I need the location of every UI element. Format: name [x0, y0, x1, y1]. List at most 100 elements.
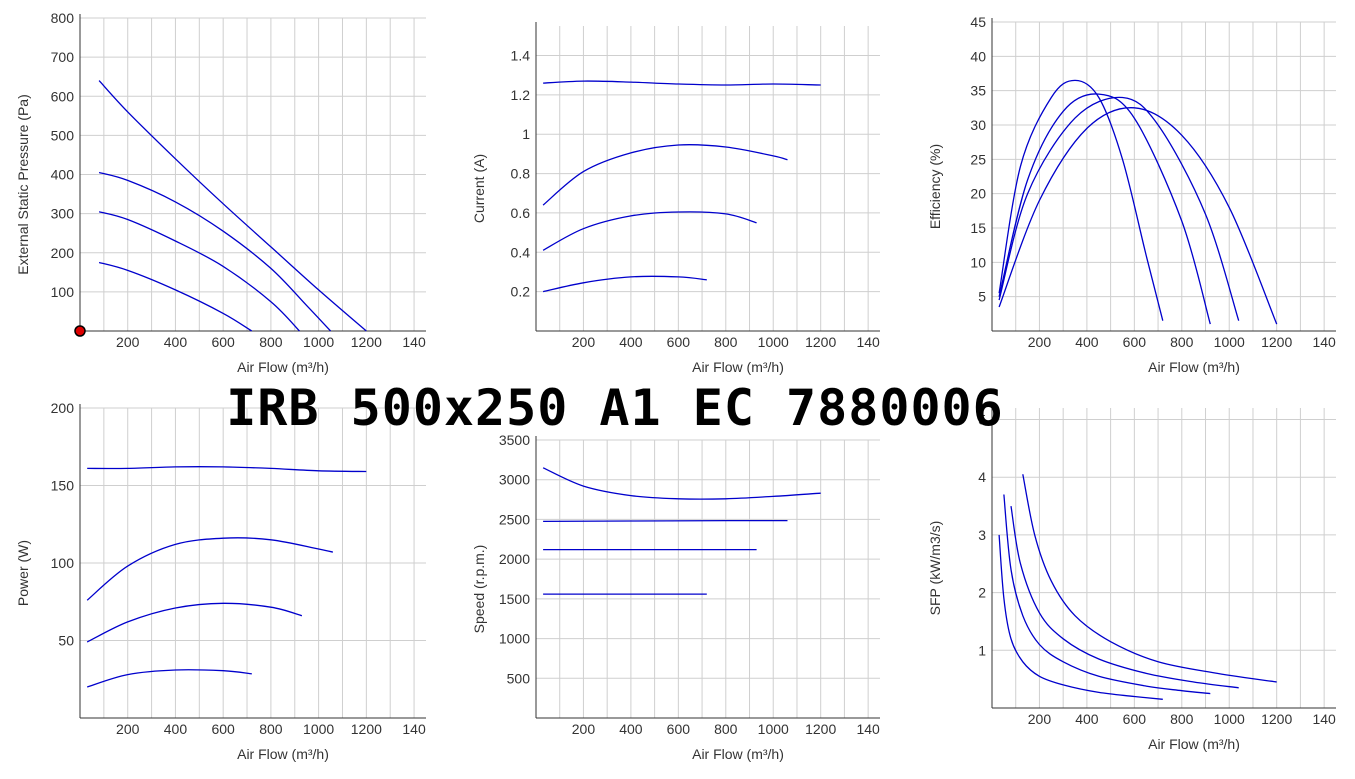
x-tick-label: 400 — [1075, 711, 1099, 727]
x-tick-label: 1000 — [303, 721, 334, 737]
y-tick-label: 500 — [507, 670, 531, 686]
y-tick-label: 2 — [978, 585, 986, 601]
series-line-1 — [998, 79, 1164, 321]
y-tick-label: 1.4 — [511, 48, 531, 64]
x-tick-label: 400 — [164, 721, 188, 737]
x-tick-label: 140 — [402, 334, 426, 350]
x-tick-label: 400 — [619, 721, 643, 737]
x-axis-title: Air Flow (m³/h) — [237, 359, 329, 375]
x-tick-label: 140 — [856, 334, 880, 350]
y-tick-label: 30 — [970, 117, 986, 133]
x-tick-label: 1200 — [805, 721, 836, 737]
x-tick-label: 800 — [714, 721, 738, 737]
series-line-2 — [543, 519, 788, 523]
series-line-3 — [86, 602, 303, 643]
x-tick-label: 400 — [1075, 334, 1099, 350]
x-tick-label: 140 — [856, 721, 880, 737]
x-axis-title: Air Flow (m³/h) — [1148, 359, 1240, 375]
series-line-2 — [542, 144, 788, 206]
y-tick-label: 1000 — [499, 631, 530, 647]
x-tick-label: 1200 — [351, 721, 382, 737]
x-tick-label: 1000 — [303, 334, 334, 350]
series-line-3 — [1010, 505, 1239, 689]
y-tick-label: 800 — [51, 10, 75, 26]
chart-6: 200 400 600 800 1000 1200 140 1 2 3 4 5 Air Flow (m³… — [927, 404, 1336, 752]
operating-point-marker — [74, 325, 86, 337]
x-tick-label: 1200 — [1261, 334, 1292, 350]
y-tick-label: 0.2 — [511, 284, 531, 300]
y-tick-label: 2500 — [499, 511, 530, 527]
x-tick-label: 800 — [1170, 711, 1194, 727]
x-tick-label: 600 — [211, 334, 235, 350]
y-tick-label: 600 — [51, 88, 75, 104]
series-line-4 — [998, 107, 1278, 325]
x-tick-label: 600 — [1123, 711, 1147, 727]
y-tick-label: 50 — [58, 633, 74, 649]
x-tick-label: 600 — [1123, 334, 1147, 350]
series-line-1 — [98, 80, 367, 332]
x-tick-label: 800 — [259, 334, 283, 350]
series-line-1 — [542, 467, 821, 500]
x-tick-label: 1000 — [758, 334, 789, 350]
x-tick-label: 200 — [116, 721, 140, 737]
y-axis-title: External Static Pressure (Pa) — [15, 94, 31, 275]
series-line-1 — [998, 534, 1163, 700]
series-line-4 — [1022, 474, 1277, 683]
x-tick-label: 1000 — [1214, 334, 1245, 350]
y-tick-label: 200 — [51, 400, 75, 416]
x-tick-label: 200 — [116, 334, 140, 350]
series-line-4 — [98, 261, 253, 332]
y-tick-label: 1500 — [499, 591, 530, 607]
y-tick-label: 1.2 — [511, 87, 531, 103]
x-axis-title: Air Flow (m³/h) — [237, 746, 329, 762]
x-tick-label: 400 — [164, 334, 188, 350]
x-tick-label: 600 — [211, 721, 235, 737]
x-tick-label: 600 — [667, 721, 691, 737]
x-tick-label: 800 — [259, 721, 283, 737]
x-tick-label: 200 — [572, 721, 596, 737]
y-tick-label: 100 — [51, 284, 75, 300]
x-tick-label: 600 — [667, 334, 691, 350]
y-tick-label: 3 — [978, 527, 986, 543]
y-tick-label: 500 — [51, 127, 75, 143]
y-tick-label: 0.4 — [511, 244, 531, 260]
series-line-4 — [87, 669, 252, 688]
y-tick-label: 100 — [51, 555, 75, 571]
series-line-2 — [998, 93, 1211, 325]
y-tick-label: 1 — [522, 126, 530, 142]
y-tick-label: 5 — [978, 289, 986, 305]
chart-2: 200 400 600 800 1000 1200 140 0.2 0.4 0.6 0.8 1 1.2 1… — [471, 22, 880, 375]
y-tick-label: 400 — [51, 167, 75, 183]
series-line-3 — [542, 211, 757, 251]
x-axis-title: Air Flow (m³/h) — [692, 359, 784, 375]
x-tick-label: 800 — [714, 334, 738, 350]
y-axis-title: Power (W) — [15, 540, 31, 606]
y-tick-label: 200 — [51, 245, 75, 261]
series-line-1 — [543, 80, 821, 86]
y-tick-label: 45 — [970, 14, 986, 30]
x-tick-label: 400 — [619, 334, 643, 350]
chart-1: 200 400 600 800 1000 1200 140 100 200 300 400 500 60… — [15, 10, 426, 375]
y-tick-label: 10 — [970, 254, 986, 270]
series-line-2 — [98, 171, 332, 332]
y-tick-label: 4 — [978, 469, 986, 485]
y-tick-label: 150 — [51, 478, 75, 494]
series-line-2 — [86, 537, 334, 601]
chart-4: 200 400 600 800 1000 1200 140 50 100 150 200 Air Fl… — [15, 400, 426, 762]
y-tick-label: 20 — [970, 186, 986, 202]
series-line-1 — [87, 466, 367, 473]
y-tick-label: 35 — [970, 83, 986, 99]
x-tick-label: 200 — [1028, 334, 1052, 350]
y-axis-title: Efficiency (%) — [927, 144, 943, 229]
series-line-3 — [98, 211, 300, 332]
x-tick-label: 200 — [1028, 711, 1052, 727]
x-axis-title: Air Flow (m³/h) — [692, 746, 784, 762]
chart-3: 200 400 600 800 1000 1200 140 5 10 15 20 25 30 35 40 45… — [927, 14, 1336, 375]
y-tick-label: 700 — [51, 49, 75, 65]
x-tick-label: 140 — [1312, 711, 1336, 727]
x-tick-label: 1200 — [805, 334, 836, 350]
y-tick-label: 3500 — [499, 432, 530, 448]
series-line-3 — [998, 96, 1240, 321]
y-tick-label: 0.8 — [511, 166, 531, 182]
